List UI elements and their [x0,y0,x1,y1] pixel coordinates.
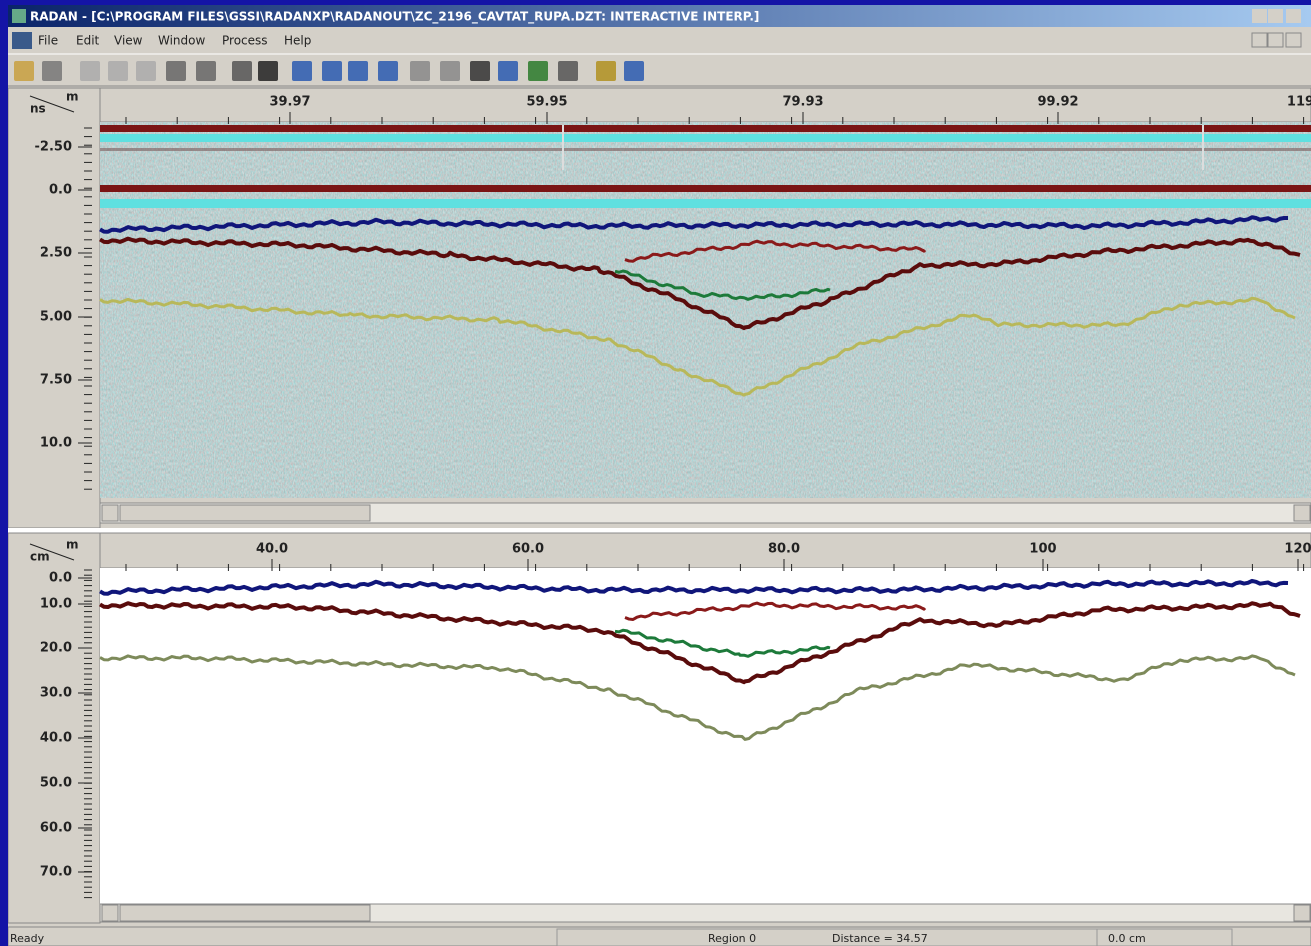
scroll-right[interactable] [1294,505,1310,521]
status-text: Ready [10,932,45,945]
y-tick-label: 50.0 [40,776,72,791]
menu-item[interactable]: View [114,34,143,48]
menu-item[interactable]: Process [222,34,268,48]
x-tick-label: 40.0 [256,542,288,557]
window: RADAN - [C:\PROGRAM FILES\GSSI\RADANXP\R… [8,5,1311,946]
y-tick-label: 5.00 [40,310,72,325]
toolbar-button[interactable] [410,61,430,81]
y-tick-label: 60.0 [40,821,72,836]
depth-plot [100,568,1311,904]
x-tick-label: 79.93 [782,95,823,110]
toolbar-button[interactable] [378,61,398,81]
scroll-left[interactable] [102,505,118,521]
scroll-left[interactable] [102,905,118,921]
x-tick-label: 120 [1284,542,1311,557]
toolbar-button[interactable] [624,61,644,81]
toolbar-button[interactable] [322,61,342,81]
toolbar-button[interactable] [498,61,518,81]
app-window: RADAN - [C:\PROGRAM FILES\GSSI\RADANXP\R… [0,0,1311,946]
x-tick-label: 60.0 [512,542,544,557]
y-tick-label: 20.0 [40,641,72,656]
y-tick-label: 10.0 [40,436,72,451]
y-unit: ns [30,102,46,116]
menu-item[interactable]: Edit [76,34,100,48]
doc-buttons[interactable] [1252,33,1301,47]
x-tick-label: 80.0 [768,542,800,557]
y-tick-label: -2.50 [35,140,72,155]
toolbar-button[interactable] [528,61,548,81]
toolbar-button[interactable] [136,61,156,81]
y-unit: cm [30,550,50,564]
x-tick-label: 39.97 [269,95,310,110]
scroll-right[interactable] [1294,905,1310,921]
toolbar-button[interactable] [232,61,252,81]
menu-item[interactable]: Window [158,34,206,48]
y-tick-label: 2.50 [40,246,72,261]
toolbar-button[interactable] [292,61,312,81]
status-region: Region 0 [708,932,756,945]
toolbar-button[interactable] [348,61,368,81]
y-tick-label: 0.0 [49,183,72,198]
y-tick-label: 10.0 [40,597,72,612]
toolbar-button[interactable] [196,61,216,81]
doc-icon [12,32,32,49]
x-unit: m [66,538,79,552]
y-tick-label: 0.0 [49,571,72,586]
toolbar-button[interactable] [558,61,578,81]
x-tick-label: 99.92 [1037,95,1078,110]
y-tick-label: 40.0 [40,731,72,746]
toolbar-button[interactable] [42,61,62,81]
x-tick-label: 119.90 [1287,95,1311,110]
toolbar-button[interactable] [108,61,128,81]
toolbar-button[interactable] [166,61,186,81]
status-distance: Distance = 34.57 [832,932,928,945]
toolbar-button[interactable] [14,61,34,81]
toolbar-button[interactable] [596,61,616,81]
toolbar-button[interactable] [440,61,460,81]
toolbar-button[interactable] [258,61,278,81]
window-title: RADAN - [C:\PROGRAM FILES\GSSI\RADANXP\R… [30,10,759,25]
window-buttons[interactable] [1252,9,1301,23]
x-tick-label: 59.95 [526,95,567,110]
scroll-thumb[interactable] [120,505,370,521]
app-icon [12,9,26,23]
y-tick-label: 30.0 [40,686,72,701]
menu-item[interactable]: File [38,34,58,48]
y-tick-label: 7.50 [40,373,72,388]
y-tick-label: 70.0 [40,865,72,880]
x-tick-label: 100 [1029,542,1056,557]
scroll-thumb[interactable] [120,905,370,921]
status-depth: 0.0 cm [1108,932,1146,945]
menu-item[interactable]: Help [284,34,311,48]
toolbar-button[interactable] [470,61,490,81]
toolbar-button[interactable] [80,61,100,81]
x-unit: m [66,90,79,104]
